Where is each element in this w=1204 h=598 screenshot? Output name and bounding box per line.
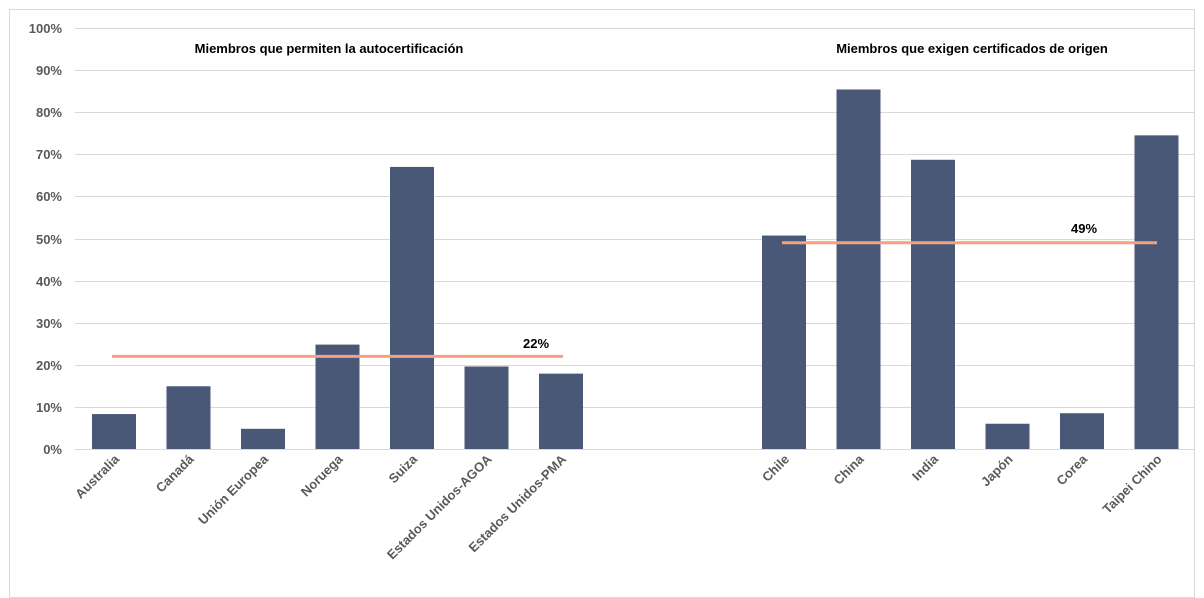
group-title: Miembros que exigen certificados de orig… bbox=[836, 41, 1108, 56]
y-tick-label: 20% bbox=[36, 358, 62, 373]
y-tick-label: 50% bbox=[36, 232, 62, 247]
bar-layer bbox=[92, 89, 1179, 450]
average-layer bbox=[112, 241, 1157, 358]
average-label: 22% bbox=[523, 336, 549, 351]
bar bbox=[762, 235, 806, 449]
y-tick-label: 40% bbox=[36, 274, 62, 289]
y-tick-label: 100% bbox=[29, 21, 63, 36]
bar bbox=[92, 414, 136, 449]
bar bbox=[1134, 135, 1179, 450]
bar bbox=[836, 89, 881, 449]
bar bbox=[1060, 413, 1104, 449]
chart-frame bbox=[9, 9, 1195, 598]
bar bbox=[166, 386, 211, 449]
grid-layer bbox=[75, 28, 1194, 450]
group-title: Miembros que permiten la autocertificaci… bbox=[195, 41, 464, 56]
average-label: 49% bbox=[1071, 221, 1097, 236]
bar bbox=[390, 166, 434, 449]
y-tick-label: 60% bbox=[36, 189, 62, 204]
y-tick-label: 90% bbox=[36, 63, 62, 78]
bar bbox=[315, 344, 360, 449]
bar bbox=[464, 366, 509, 449]
y-tick-label: 80% bbox=[36, 105, 62, 120]
bar bbox=[911, 159, 955, 449]
bar bbox=[241, 428, 285, 449]
y-tick-label: 30% bbox=[36, 316, 62, 331]
y-tick-label: 70% bbox=[36, 147, 62, 162]
y-tick-label: 10% bbox=[36, 400, 62, 415]
y-tick-label: 0% bbox=[43, 442, 62, 457]
bar bbox=[985, 423, 1030, 449]
bar bbox=[539, 373, 583, 449]
